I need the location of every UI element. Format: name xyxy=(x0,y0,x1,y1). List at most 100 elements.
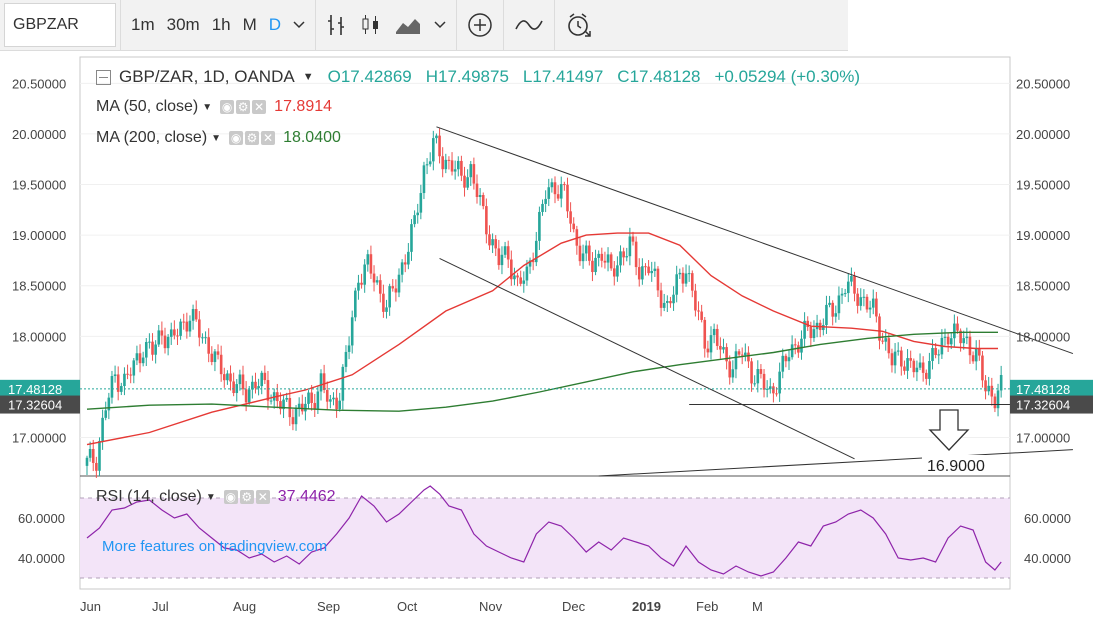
change-value: +0.05294 (+0.30%) xyxy=(714,67,861,86)
bar-chart-icon[interactable] xyxy=(320,1,354,49)
ma50-label[interactable]: MA (50, close) xyxy=(96,98,199,115)
candle-body xyxy=(138,353,142,364)
collapse-icon[interactable] xyxy=(96,69,111,85)
price-chart-svg[interactable]: 20.50000 20.00000 19.50000 19.00000 18.50000… xyxy=(0,55,1093,624)
candle-body xyxy=(759,369,763,374)
interval-1m-button[interactable]: 1m xyxy=(131,15,155,34)
eye-icon[interactable]: ◉ xyxy=(220,100,235,114)
candle-body xyxy=(107,397,111,411)
close-icon[interactable]: ✕ xyxy=(252,100,267,114)
interval-m-button[interactable]: M xyxy=(242,15,257,34)
candles-icon[interactable] xyxy=(354,1,388,49)
x-axis[interactable]: Jun Jul Aug Sep Oct Nov Dec 2019 Feb M xyxy=(80,599,763,614)
candle-body xyxy=(672,294,675,304)
gear-icon[interactable]: ⚙ xyxy=(236,100,251,114)
rsi-legend: RSI (14, close) ▼ ◉ ⚙ ✕ 37.4462 xyxy=(96,488,336,506)
trendline xyxy=(439,257,855,460)
chevron-down-icon[interactable]: ▼ xyxy=(211,132,222,144)
candle-body xyxy=(541,203,544,212)
candle-body xyxy=(182,321,186,323)
candle-body xyxy=(924,372,928,379)
candle-body xyxy=(354,290,357,318)
symbol-search[interactable]: GBPZAR xyxy=(4,3,116,47)
chevron-down-icon[interactable] xyxy=(428,1,452,49)
candle-body xyxy=(266,380,270,401)
candle-body xyxy=(634,241,638,268)
candle-body xyxy=(269,400,273,402)
candle-body xyxy=(213,351,217,363)
eye-icon[interactable]: ◉ xyxy=(229,131,244,145)
chevron-down-icon[interactable]: ▼ xyxy=(302,71,314,83)
promo-link[interactable]: More features on tradingview.com xyxy=(102,538,328,555)
chevron-down-icon[interactable] xyxy=(287,1,311,49)
candle-body xyxy=(425,164,429,166)
rsi-tick-label: 40.0000 xyxy=(18,551,65,566)
candle-body xyxy=(974,348,978,362)
candle-body xyxy=(157,330,161,345)
x-tick-label: Nov xyxy=(479,599,503,614)
interval-d-button[interactable]: D xyxy=(268,15,282,34)
chevron-down-icon[interactable]: ▼ xyxy=(205,491,216,503)
candle-body xyxy=(135,353,139,361)
indicators-icon[interactable] xyxy=(508,1,550,49)
candle-body xyxy=(850,276,853,282)
svg-text:16.9000: 16.9000 xyxy=(927,458,985,475)
candle-body xyxy=(931,347,934,362)
candle-body xyxy=(687,273,691,275)
rsi-axis: 60.0000 60.0000 40.0000 40.0000 xyxy=(18,511,1071,566)
y-axis-left: 20.50000 20.00000 19.50000 19.00000 18.50000… xyxy=(12,76,66,445)
last-price-label-left: 17.48128 xyxy=(0,379,80,398)
rsi-label[interactable]: RSI (14, close) xyxy=(96,488,202,505)
alert-clock-icon[interactable] xyxy=(559,1,599,49)
candle-body xyxy=(216,351,220,355)
candle-body xyxy=(965,336,969,339)
chevron-down-icon[interactable]: ▼ xyxy=(202,101,213,113)
candle-body xyxy=(375,280,379,283)
close-value: C17.48128 xyxy=(617,67,701,86)
target-label[interactable]: 16.9000 xyxy=(922,455,996,475)
candle-body xyxy=(981,355,984,381)
candle-body xyxy=(191,309,195,321)
gear-icon[interactable]: ⚙ xyxy=(239,490,254,504)
open-value: O17.42869 xyxy=(327,67,412,86)
candle-body xyxy=(603,260,607,263)
add-compare-icon[interactable] xyxy=(461,1,499,49)
top-toolbar: GBPZAR 1m 30m 1h M D xyxy=(0,0,848,51)
candle-body xyxy=(388,286,391,308)
candle-body xyxy=(606,254,610,263)
candle-body xyxy=(260,372,264,387)
candle-body xyxy=(447,159,451,161)
eye-icon[interactable]: ◉ xyxy=(223,490,238,504)
area-chart-icon[interactable] xyxy=(388,1,428,49)
ma200-line xyxy=(86,331,998,412)
rsi-tick-label: 60.0000 xyxy=(18,511,65,526)
down-arrow-annotation[interactable] xyxy=(928,409,970,451)
candle-body xyxy=(840,293,844,296)
close-icon[interactable]: ✕ xyxy=(261,131,276,145)
chart-title[interactable]: GBP/ZAR, 1D, OANDA xyxy=(119,67,295,86)
candle-body xyxy=(222,374,226,381)
candle-body xyxy=(616,265,619,277)
candle-body xyxy=(163,335,167,349)
candle-body xyxy=(647,266,650,274)
candle-body xyxy=(173,329,176,336)
close-icon[interactable]: ✕ xyxy=(255,490,270,504)
interval-30m-button[interactable]: 30m xyxy=(166,15,200,34)
candle-body xyxy=(653,268,657,271)
candle-body xyxy=(176,335,179,337)
interval-1h-button[interactable]: 1h xyxy=(211,15,231,34)
svg-text:17.32604: 17.32604 xyxy=(1016,398,1070,413)
candle-body xyxy=(978,348,981,356)
y-tick-label: 18.50000 xyxy=(12,279,66,294)
candle-body xyxy=(865,296,869,310)
y-axis-right[interactable]: 20.50000 20.00000 19.50000 19.00000 18.50000… xyxy=(1016,76,1070,445)
candle-body xyxy=(316,391,320,410)
ma200-label[interactable]: MA (200, close) xyxy=(96,129,208,146)
candle-body xyxy=(753,383,756,385)
candle-body xyxy=(697,310,700,312)
candle-body xyxy=(666,301,669,303)
candle-body xyxy=(906,358,909,371)
candle-body xyxy=(700,311,703,320)
candle-body xyxy=(422,165,426,194)
gear-icon[interactable]: ⚙ xyxy=(245,131,260,145)
